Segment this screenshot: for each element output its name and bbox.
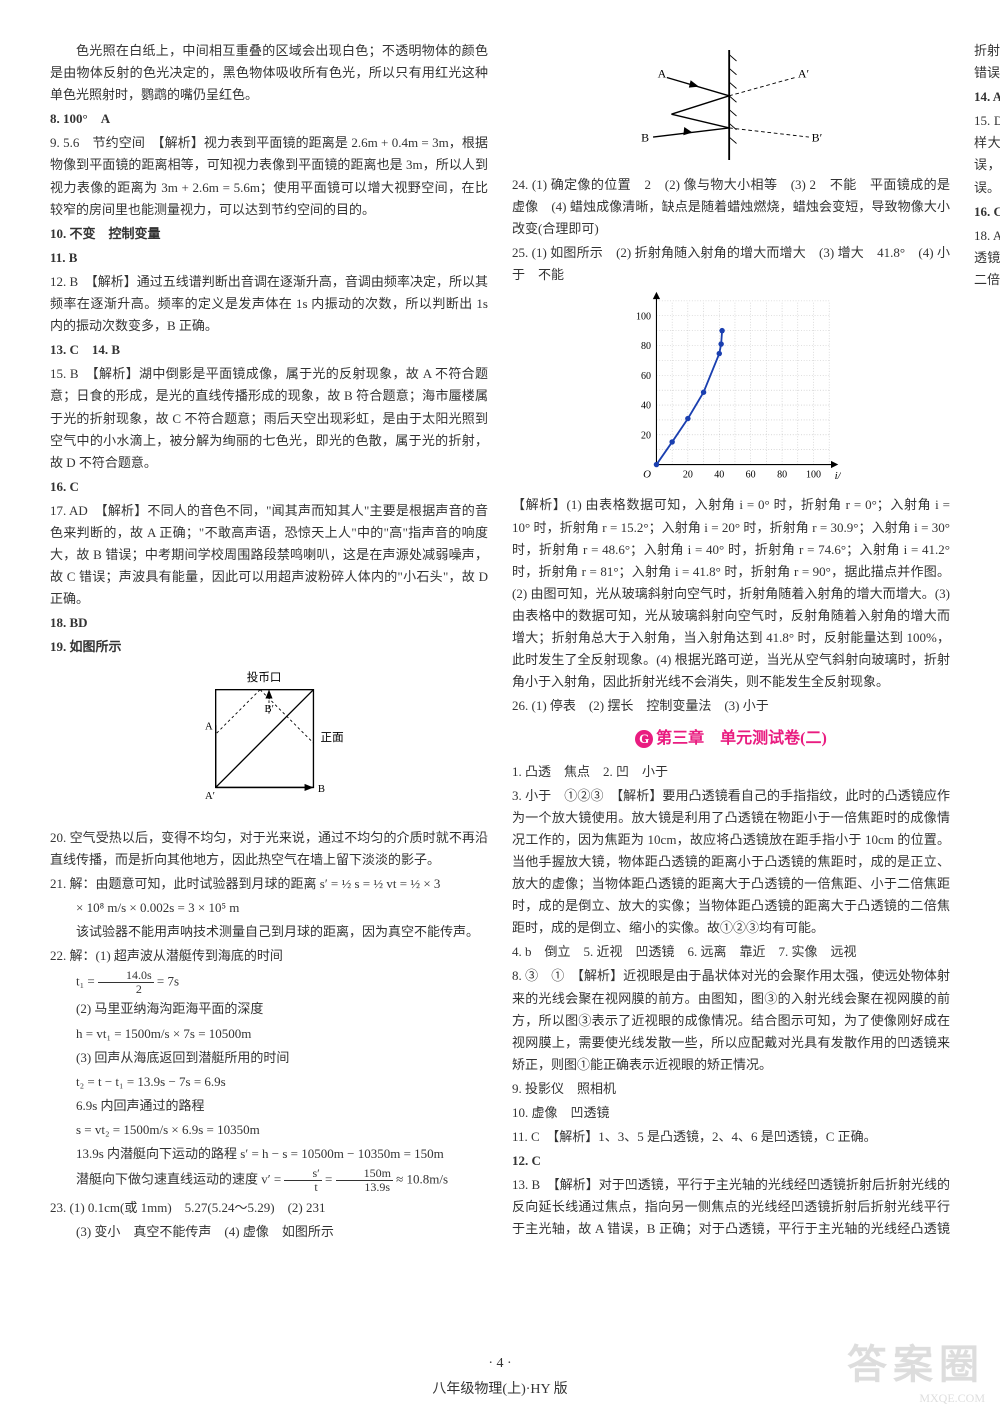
- answer-22-2: (2) 马里亚纳海沟距海平面的深度: [50, 998, 488, 1020]
- answer-r8: 8. ③ ① 【解析】近视眼是由于晶状体对光的会聚作用太强，使远处物体射来的光线…: [512, 965, 950, 1075]
- svg-text:20: 20: [683, 470, 693, 481]
- answer-12: 12. B 【解析】通过五线谱判断出音调在逐渐升高，音调由频率决定，所以其频率在…: [50, 271, 488, 337]
- svg-text:B: B: [641, 131, 649, 145]
- answer-22-t2: t₂ = t − t₁ = 13.9s − 7s = 6.9s: [50, 1071, 488, 1093]
- svg-text:B: B: [318, 783, 325, 794]
- svg-text:i/°: i/°: [835, 471, 841, 483]
- v-n1: s′: [284, 1167, 321, 1181]
- svg-text:80: 80: [777, 470, 787, 481]
- svg-text:O: O: [643, 469, 651, 481]
- watermark: 答案圈 MXQE.COM: [847, 1339, 985, 1407]
- svg-text:A: A: [205, 721, 213, 732]
- answer-19-head: 19. 如图所示: [50, 636, 488, 658]
- svg-text:40: 40: [641, 401, 651, 412]
- refraction-chart: 20 40 60 80 100 20 40 60 80 100 Oi/° r/°: [621, 290, 841, 490]
- answer-22-v: 潜艇向下做匀速直线运动的速度 v′ = s′t = 150m13.9s ≈ 10…: [50, 1167, 488, 1194]
- answer-r14: 14. A: [974, 86, 1000, 108]
- answer-13-14: 13. C 14. B: [50, 339, 488, 361]
- v-d2: 13.9s: [336, 1181, 393, 1194]
- v-mid: =: [325, 1172, 336, 1187]
- answer-r1: 1. 凸透 焦点 2. 凹 小于: [512, 761, 950, 783]
- svg-text:60: 60: [746, 470, 756, 481]
- answer-25-analysis: 【解析】(1) 由表格数据可知，入射角 i = 0° 时，折射角 r = 0°；…: [512, 494, 950, 693]
- answer-r12: 12. C: [512, 1150, 950, 1172]
- front-face-label: 正面: [321, 732, 344, 744]
- answer-21-expr2: × 10⁸ m/s × 0.002s = 3 × 10⁵ m: [50, 897, 488, 919]
- answer-21-head: 21. 解：由题意可知，此时试验器到月球的距离 s′ = ½ s = ½ vt …: [50, 873, 488, 895]
- section-title-text: 第三章 单元测试卷(二): [656, 730, 827, 747]
- answer-r4: 4. b 倒立 5. 近视 凹透镜 6. 远离 靠近 7. 实像 远视: [512, 941, 950, 963]
- watermark-url: MXQE.COM: [847, 1391, 985, 1407]
- answer-22-h: h = vt₁ = 1500m/s × 7s = 10500m: [50, 1023, 488, 1045]
- answer-10: 10. 不变 控制变量: [50, 223, 488, 245]
- answer-16: 16. C: [50, 476, 488, 498]
- answer-r9: 9. 投影仪 照相机: [512, 1078, 950, 1100]
- svg-text:100: 100: [636, 312, 651, 323]
- svg-text:100: 100: [806, 470, 821, 481]
- t1-rhs: = 7s: [157, 974, 179, 989]
- svg-text:60: 60: [641, 371, 651, 382]
- answer-22-head: 22. 解：(1) 超声波从潜艇传到海底的时间: [50, 945, 488, 967]
- answer-22-s: s = vt₂ = 1500m/s × 6.9s = 10350m: [50, 1119, 488, 1141]
- svg-text:40: 40: [714, 470, 724, 481]
- svg-text:20: 20: [641, 431, 651, 442]
- answer-r3: 3. 小于 ①②③ 【解析】要用凸透镜看自己的手指指纹，此时的凸透镜应作为一个放…: [512, 785, 950, 940]
- answer-15: 15. B 【解析】湖中倒影是平面镜成像，属于光的反射现象，故 A 不符合题意；…: [50, 363, 488, 473]
- answer-8: 8. 100° A: [50, 108, 488, 130]
- t1-den: 2: [98, 983, 154, 996]
- answer-25-head: 25. (1) 如图所示 (2) 折射角随入射角的增大而增大 (3) 增大 41…: [512, 242, 950, 286]
- answer-r18: 18. AD 【解析】根据图示可知，航天员通过水球成倒立、缩小的像，根据凸透镜成…: [974, 225, 1000, 291]
- watermark-big: 答案圈: [847, 1339, 985, 1391]
- answer-18: 18. BD: [50, 612, 488, 634]
- answer-9: 9. 5.6 节约空间 【解析】视力表到平面镜的距离是 2.6m + 0.4m …: [50, 132, 488, 220]
- svg-text:B′: B′: [265, 703, 274, 714]
- answer-11: 11. B: [50, 247, 488, 269]
- mirror-ray-figure: A A′ B B′: [621, 40, 841, 170]
- svg-text:r/°: r/°: [643, 290, 655, 293]
- answer-23-1: 23. (1) 0.1cm(或 1mm) 5.27(5.24～5.29) (2)…: [50, 1197, 488, 1219]
- svg-text:B′: B′: [812, 131, 823, 145]
- answer-21-expr1: s′ = ½ s = ½ vt = ½ × 3: [320, 876, 441, 891]
- t1-num: 14.0s: [98, 969, 154, 983]
- section-title: G第三章 单元测试卷(二): [512, 725, 950, 752]
- answer-20: 20. 空气受热以后，变得不均匀，对于光来说，通过不均匀的介质时就不再沿直线传播…: [50, 827, 488, 871]
- answer-22-t1: t₁ = 14.0s2 = 7s: [50, 969, 488, 996]
- answer-24: 24. (1) 确定像的位置 2 (2) 像与物大小相等 (3) 2 不能 平面…: [512, 174, 950, 240]
- svg-text:A: A: [658, 67, 667, 81]
- answer-r11: 11. C 【解析】1、3、5 是凸透镜，2、4、6 是凹透镜，C 正确。: [512, 1126, 950, 1148]
- t1-lhs: t₁ =: [76, 974, 98, 989]
- answer-r10: 10. 虚像 凹透镜: [512, 1102, 950, 1124]
- answer-22-3: (3) 回声从海底返回到潜艇所用的时间: [50, 1047, 488, 1069]
- explanation-color: 色光照在白纸上，中间相互重叠的区域会出现白色；不透明物体的颜色是由物体反射的色光…: [50, 40, 488, 106]
- svg-text:80: 80: [641, 342, 651, 353]
- coin-slot-label: 投币口: [247, 669, 282, 683]
- answer-26: 26. (1) 停表 (2) 摆长 控制变量法 (3) 小于: [512, 695, 950, 717]
- v-rhs: ≈ 10.8m/s: [396, 1172, 448, 1187]
- answer-23-2: (3) 变小 真空不能传声 (4) 虚像 如图所示: [50, 1221, 488, 1243]
- v-lhs: 潜艇向下做匀速直线运动的速度 v′ =: [76, 1172, 284, 1187]
- coin-slot-figure: B A A′ B′ 投币口 正面: [179, 663, 359, 823]
- answer-22-s2: 13.9s 内潜艇向下运动的路程 s′ = h − s = 10500m − 1…: [50, 1143, 488, 1165]
- svg-text:A′: A′: [798, 67, 810, 81]
- answer-22-s1: 6.9s 内回声通过的路程: [50, 1095, 488, 1117]
- answer-r15: 15. D 【解析】群山在湖水中的倒影是平面镜成像现象，所以群山与倒影一样大，A…: [974, 110, 1000, 198]
- answer-r16-17: 16. C 17. AD: [974, 201, 1000, 223]
- answer-17: 17. AD 【解析】不同人的音色不同，"闻其声而知其人"主要是根据声音的音色来…: [50, 500, 488, 610]
- answer-21-prefix: 21. 解：由题意可知，此时试验器到月球的距离: [50, 876, 317, 891]
- v-n2: 150m: [336, 1167, 393, 1181]
- section-circle-icon: G: [635, 730, 653, 748]
- svg-text:A′: A′: [205, 791, 215, 802]
- answer-21-conclusion: 该试验器不能用声呐技术测量自己到月球的距离，因为真空不能传声。: [50, 921, 488, 943]
- v-d1: t: [284, 1181, 321, 1194]
